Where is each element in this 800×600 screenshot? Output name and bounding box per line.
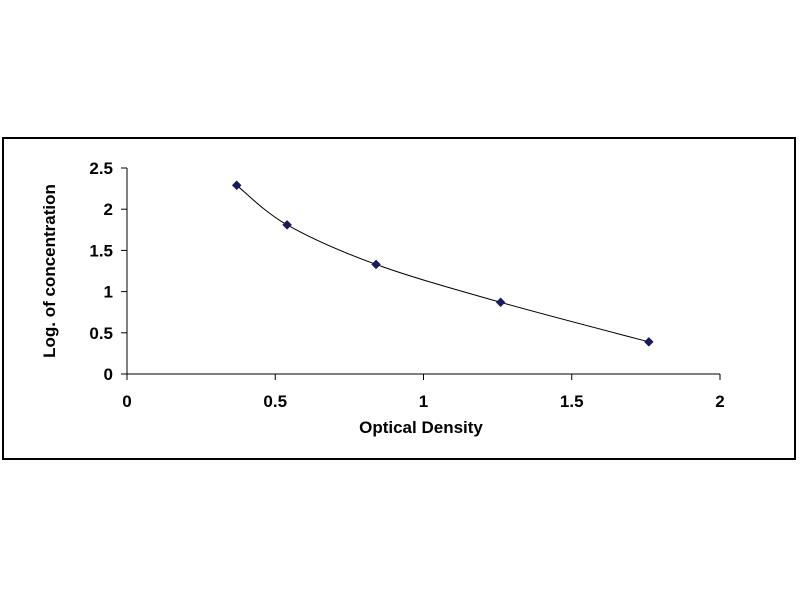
x-tick-label: 0.5	[263, 392, 287, 411]
x-tick-label: 2	[715, 392, 724, 411]
data-point	[495, 297, 506, 308]
fit-curve	[236, 184, 649, 343]
axes	[121, 167, 721, 380]
data-point	[643, 337, 654, 347]
data-point	[231, 180, 242, 191]
y-tick-label: 2	[104, 200, 113, 219]
data-point	[371, 259, 381, 270]
x-tick-label: 0	[122, 392, 131, 411]
y-tick-label: 1	[104, 283, 113, 302]
y-tick-label: 0	[104, 365, 113, 384]
data-point	[282, 220, 292, 230]
tick-labels: 0 0.5 1 1.5 2 0 0.5 1 1.5 2 2.5	[89, 159, 724, 411]
data-points	[231, 180, 654, 347]
y-tick-label: 1.5	[89, 241, 113, 260]
x-tick-label: 1	[419, 392, 428, 411]
x-axis-title: Optical Density	[359, 418, 483, 437]
y-tick-label: 2.5	[89, 159, 113, 178]
y-tick-label: 0.5	[89, 324, 113, 343]
x-tick-label: 1.5	[560, 392, 584, 411]
chart-frame	[2, 137, 796, 460]
y-axis-title: Log. of concentration	[40, 184, 59, 358]
